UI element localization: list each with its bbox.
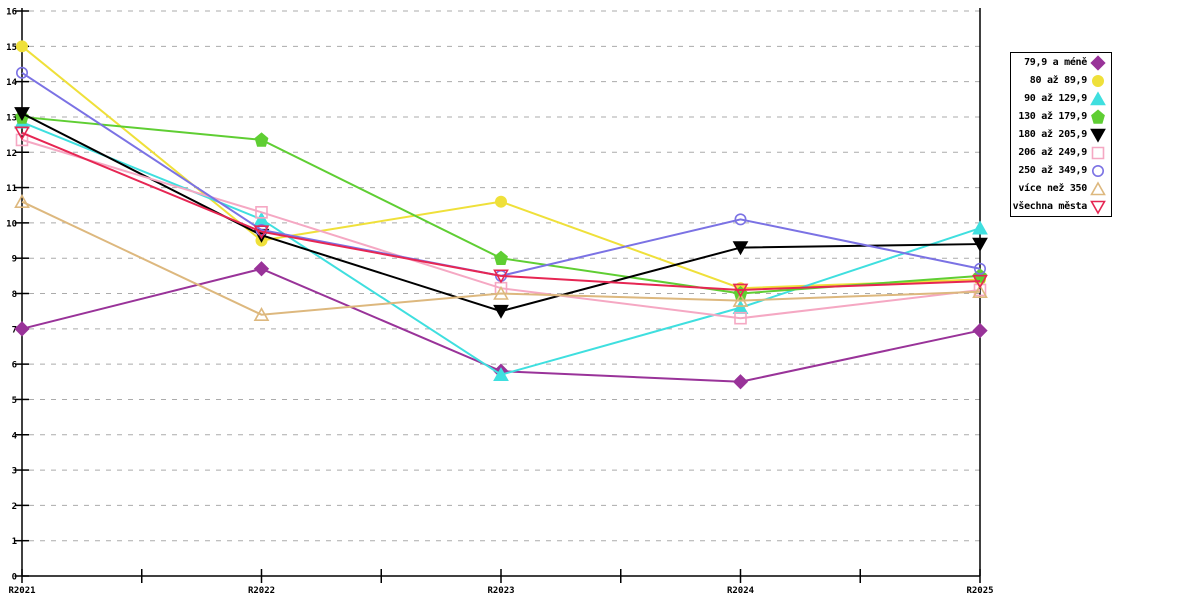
y-tick-label: 5 [12, 396, 17, 406]
y-tick-label: 2 [12, 502, 17, 512]
series-marker-triangle-up [972, 220, 988, 235]
series-marker-square [255, 205, 268, 219]
y-tick-label: 15 [6, 43, 17, 53]
series-marker-circle [734, 213, 747, 226]
series-marker-triangle-up [253, 211, 270, 226]
series-marker-pentagon [254, 132, 269, 147]
legend-label: všechna města [1012, 200, 1088, 212]
legend-marker-triangle-down-icon [1090, 200, 1106, 215]
x-tick-label: R2023 [487, 586, 514, 596]
legend-label: 80 až 89,9 [1029, 74, 1088, 86]
series-marker-circle [494, 195, 507, 208]
legend-label: více než 350 [1018, 182, 1087, 194]
series-5 [15, 133, 987, 325]
legend-item: 79,9 a méně [1011, 54, 1111, 72]
series-7 [14, 194, 988, 321]
legend-marker-triangle-up-icon [1090, 180, 1106, 195]
legend-item: více než 350 [1011, 180, 1111, 198]
y-tick-label: 0 [12, 573, 17, 583]
series-marker-pentagon [1091, 108, 1105, 124]
series-marker-diamond [1090, 54, 1106, 71]
y-tick-label: 6 [12, 361, 17, 371]
legend-item: 90 až 129,9 [1011, 90, 1111, 108]
legend-label: 250 až 349,9 [1018, 164, 1087, 176]
series-marker-triangle-down [1090, 128, 1106, 143]
series-marker-triangle-up [14, 194, 30, 208]
series-marker-triangle-up [493, 367, 509, 382]
y-tick-label: 12 [6, 149, 17, 159]
series-2 [14, 114, 988, 382]
series-marker-circle [15, 66, 28, 79]
legend-marker-circle-icon [1092, 164, 1104, 177]
series-marker-pentagon [494, 250, 508, 265]
x-tick-label: R2025 [966, 586, 993, 596]
legend-marker-square-icon [1091, 146, 1105, 159]
y-tick-label: 7 [12, 325, 17, 335]
series-marker-triangle-up [493, 285, 509, 300]
series-marker-square [734, 311, 747, 325]
legend-marker-triangle-down-icon [1090, 128, 1106, 143]
series-6 [15, 66, 986, 282]
series-marker-diamond [14, 321, 30, 337]
series-marker-diamond [253, 261, 270, 277]
legend: 79,9 a méně 80 až 89,9 90 až 129,9 130 až 1… [1010, 52, 1112, 217]
legend-label: 206 až 249,9 [1018, 146, 1087, 158]
y-tick-label: 3 [12, 467, 17, 477]
series-marker-triangle-down [972, 274, 988, 289]
series-marker-triangle-up [1090, 180, 1106, 195]
series-marker-triangle-up [972, 284, 988, 299]
series-marker-triangle-down [732, 283, 749, 298]
legend-item: 250 až 349,9 [1011, 162, 1111, 180]
legend-marker-circle-icon [1092, 74, 1104, 87]
y-tick-label: 10 [6, 219, 17, 229]
series-marker-triangle-down [1090, 200, 1106, 215]
series-8 [14, 126, 988, 298]
y-tick-label: 4 [12, 431, 18, 441]
legend-label: 90 až 129,9 [1024, 92, 1087, 104]
y-tick-label: 8 [12, 290, 17, 300]
series-marker-triangle-up [732, 292, 749, 307]
y-tick-label: 14 [6, 78, 17, 88]
series-marker-triangle-down [493, 269, 509, 284]
y-tick-label: 9 [12, 255, 17, 265]
series-line [21, 131, 981, 291]
series-line [21, 200, 981, 316]
series-marker-square [1091, 146, 1105, 159]
series-marker-diamond [732, 374, 749, 390]
series-marker-circle [973, 262, 986, 275]
series-line [21, 121, 981, 376]
x-tick-label: R2022 [248, 586, 275, 596]
series-marker-diamond [972, 322, 988, 339]
series-marker-triangle-up [1090, 90, 1106, 105]
series-marker-circle [1092, 74, 1104, 87]
legend-item: 206 až 249,9 [1011, 144, 1111, 162]
series-marker-triangle-down [14, 107, 30, 122]
series-marker-triangle-down [14, 126, 30, 141]
legend-label: 180 až 205,9 [1018, 128, 1087, 140]
legend-item: 80 až 89,9 [1011, 72, 1111, 90]
series-marker-triangle-down [732, 241, 749, 256]
y-tick-label: 11 [6, 184, 17, 194]
x-tick-label: R2024 [727, 586, 755, 596]
series-marker-triangle-down [972, 237, 988, 252]
legend-item: všechna města [1011, 198, 1111, 216]
legend-item: 180 až 205,9 [1011, 126, 1111, 144]
y-tick-label: 13 [6, 113, 17, 123]
legend-item: 130 až 179,9 [1011, 108, 1111, 126]
series-marker-triangle-down [493, 304, 509, 319]
series-marker-triangle-down [253, 225, 270, 240]
legend-marker-triangle-up-icon [1090, 90, 1106, 105]
legend-label: 79,9 a méně [1024, 56, 1087, 68]
legend-marker-diamond-icon [1090, 54, 1106, 71]
x-tick-label: R2021 [8, 586, 35, 596]
legend-marker-pentagon-icon [1091, 108, 1105, 124]
series-marker-circle [15, 40, 28, 53]
series-marker-circle [1092, 164, 1104, 177]
series-marker-triangle-up [253, 307, 270, 321]
y-tick-label: 1 [12, 537, 17, 547]
y-tick-label: 16 [6, 8, 17, 18]
legend-label: 130 až 179,9 [1018, 110, 1087, 122]
